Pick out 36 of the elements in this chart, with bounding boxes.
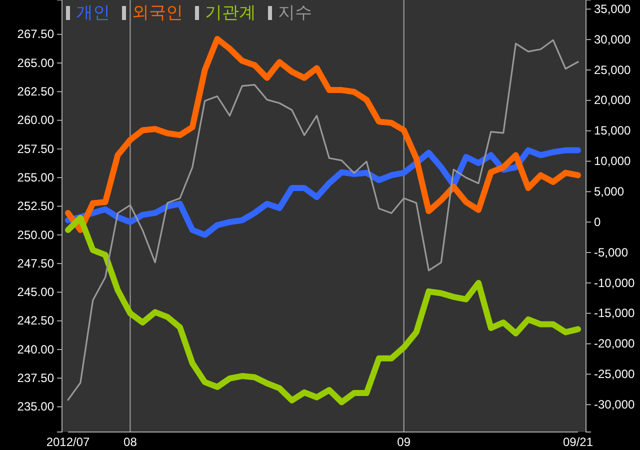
y2-tick-label: -25,000 (594, 367, 636, 382)
y2-tick-label: 10,000 (594, 154, 632, 168)
y-tick-label: 237.50 (17, 370, 54, 385)
y2-tick-label: 5,000 (594, 184, 624, 198)
x-tick-label: 2012/07 (46, 434, 90, 449)
y2-tick-label: 35,000 (594, 2, 632, 16)
y-tick-label: 262.50 (17, 84, 54, 99)
y-tick-label: 260.00 (17, 113, 54, 128)
x-tick-label: 09 (397, 434, 411, 449)
y-tick-label: 247.50 (17, 256, 54, 270)
y-tick-label: 257.50 (17, 142, 54, 156)
y2-tick-label: 15,000 (594, 124, 632, 138)
x-tick-label: 09/21 (562, 434, 594, 449)
y2-tick-label: 25,000 (594, 62, 632, 77)
text: 지수 (278, 3, 312, 23)
y2-tick-label: 0 (594, 214, 601, 229)
text: 개인 (76, 3, 110, 23)
y-tick-label: 235.00 (17, 400, 54, 414)
y2-tick-label: -15,000 (594, 306, 636, 320)
y2-tick-label: -10,000 (594, 276, 636, 290)
text: 외국인 (132, 3, 183, 23)
y2-tick-label: -30,000 (594, 397, 636, 412)
text: 기관계 (205, 3, 256, 23)
x-tick-label: 08 (124, 434, 138, 449)
y-tick-label: 240.00 (17, 342, 54, 356)
y2-tick-label: -5,000 (594, 245, 628, 260)
y-tick-label: 245.00 (17, 285, 54, 300)
y-tick-label: 255.00 (17, 170, 54, 184)
y2-tick-label: -20,000 (594, 336, 636, 351)
y2-tick-label: 30,000 (594, 32, 632, 46)
y-tick-label: 267.50 (17, 27, 54, 42)
y2-tick-label: 20,000 (594, 93, 632, 108)
y-tick-label: 265.00 (17, 56, 54, 70)
y-tick-label: 242.50 (17, 314, 54, 328)
y-tick-label: 252.50 (17, 199, 54, 214)
y-tick-label: 250.00 (17, 228, 54, 242)
